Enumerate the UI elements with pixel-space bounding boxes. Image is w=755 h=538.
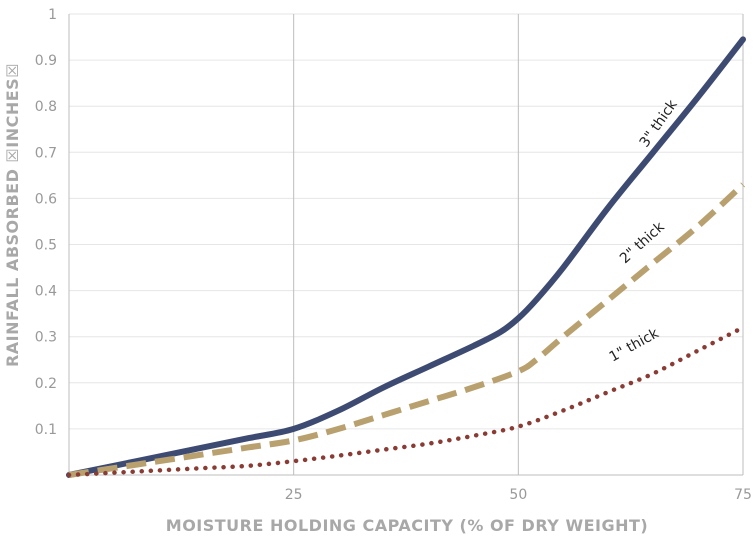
y-tick-label: 0.4 (35, 284, 57, 300)
y-tick-label: 0.1 (35, 422, 57, 438)
axes (68, 14, 743, 476)
y-axis-title: RAINFALL ABSORBED ☒INCHES☒ (3, 63, 22, 367)
series-lines (66, 36, 746, 478)
x-tick-label: 75 (734, 487, 752, 503)
y-tick-label: 0.2 (35, 376, 57, 392)
y-tick-label: 0.8 (35, 99, 57, 115)
y-tick-label: 0.6 (35, 191, 57, 207)
x-axis-title: MOISTURE HOLDING CAPACITY (% OF DRY WEIG… (166, 516, 648, 535)
series-1-inch-line (66, 325, 746, 478)
y-tick-label: 0.3 (35, 330, 57, 346)
y-tick-labels: 0.1 0.2 0.3 0.4 0.5 0.6 0.7 0.8 0.9 1 (35, 7, 57, 438)
series-1-inch-label: 1" thick (607, 325, 663, 366)
x-tick-labels: 25 50 75 (285, 487, 752, 503)
y-tick-label: 0.7 (35, 145, 57, 161)
x-tick-label: 50 (509, 487, 527, 503)
y-tick-label: 0.9 (35, 53, 57, 69)
x-tick-label: 25 (285, 487, 303, 503)
series-2-inch-line (68, 182, 746, 478)
y-tick-label: 1 (48, 7, 57, 23)
gridlines (69, 13, 744, 475)
y-tick-label: 0.5 (35, 238, 57, 254)
series-3-inch-line (66, 36, 746, 478)
